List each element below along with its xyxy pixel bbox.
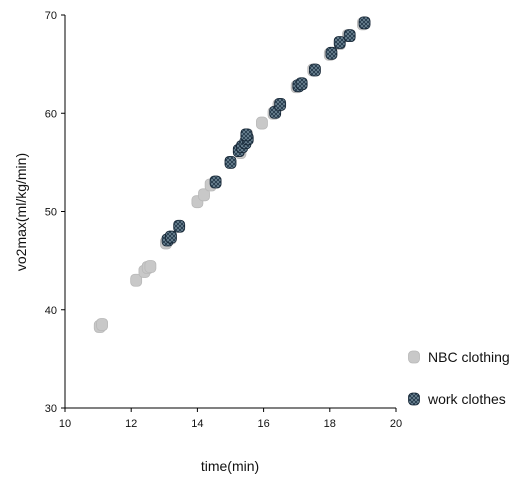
x-tick-label: 12 — [125, 418, 137, 430]
data-series — [93, 16, 371, 333]
data-point — [358, 16, 371, 30]
y-tick-label: 40 — [45, 305, 57, 317]
data-point — [165, 230, 177, 244]
y-tick-label: 60 — [45, 108, 57, 120]
legend-marker — [408, 392, 420, 406]
legend-marker — [408, 350, 420, 364]
x-tick-label: 18 — [324, 418, 336, 430]
x-tick-label: 10 — [59, 418, 71, 430]
data-point — [325, 46, 338, 60]
y-tick-label: 70 — [45, 10, 57, 22]
plot-area: 30 40 50 60 70 10 12 14 16 18 20 — [45, 10, 402, 430]
data-point — [173, 219, 186, 233]
data-point — [333, 36, 346, 49]
data-point — [274, 98, 287, 111]
data-point — [309, 63, 321, 77]
series-work-clothes — [161, 16, 371, 247]
data-point — [256, 116, 268, 130]
data-point — [198, 188, 210, 202]
series-nbc-clothing — [93, 17, 369, 333]
legend-label: work clothes — [427, 391, 506, 407]
x-tick-label: 20 — [390, 418, 402, 430]
data-point — [295, 77, 308, 91]
data-point — [343, 29, 356, 43]
data-point — [240, 128, 253, 142]
y-tick-label: 30 — [45, 403, 57, 415]
y-axis-label: vo2max(ml/kg/min) — [13, 153, 29, 271]
y-tick-label: 50 — [45, 207, 57, 219]
data-point — [144, 260, 157, 273]
x-tick-label: 14 — [191, 418, 203, 430]
x-tick-label: 16 — [257, 418, 269, 430]
x-axis-label: time(min) — [201, 458, 259, 474]
data-point — [224, 155, 237, 169]
legend-label: NBC clothing — [428, 349, 510, 365]
data-point — [96, 318, 108, 331]
legend: NBC clothing work clothes — [408, 349, 510, 407]
x-axis-ticks: 10 12 14 16 18 20 — [59, 408, 402, 430]
data-point — [130, 273, 143, 287]
y-axis-ticks: 30 40 50 60 70 — [45, 10, 65, 415]
data-point — [209, 175, 222, 189]
